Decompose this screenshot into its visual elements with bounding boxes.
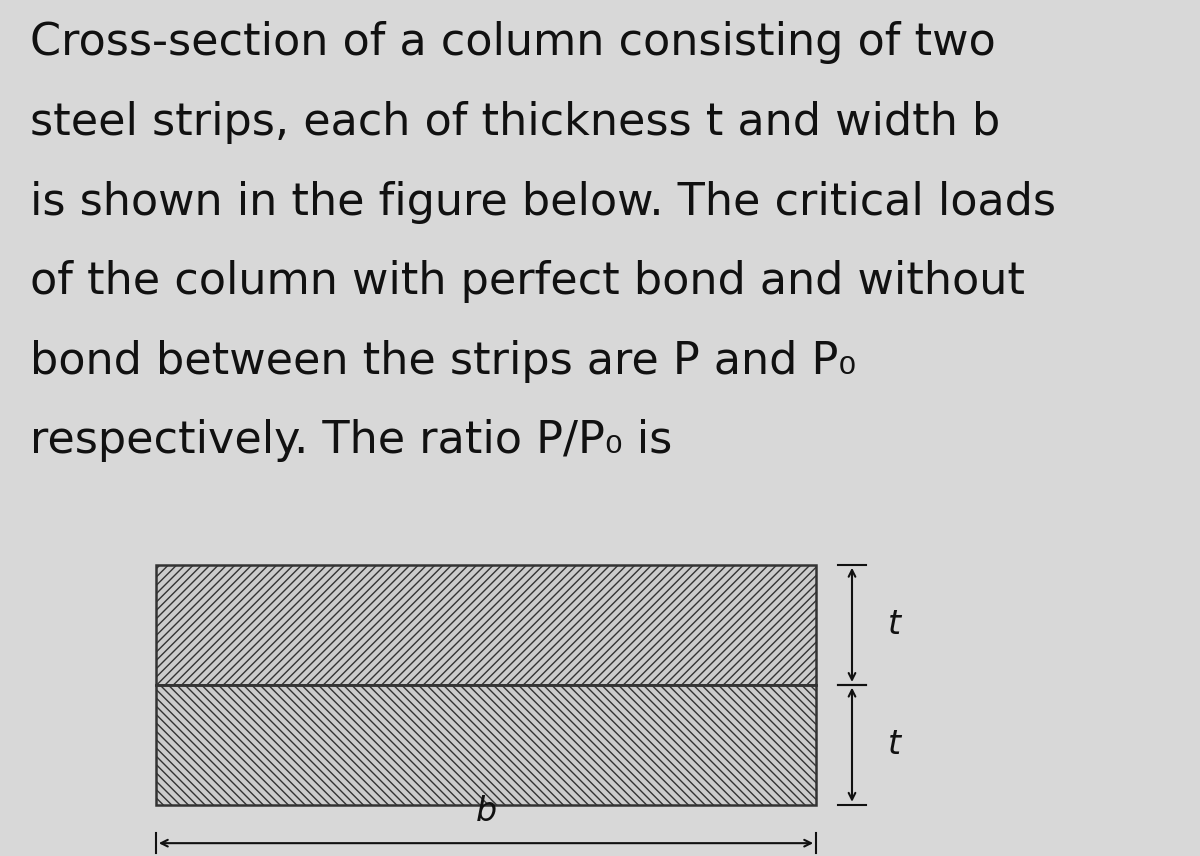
Text: is shown in the figure below. The critical loads: is shown in the figure below. The critic… <box>30 181 1056 223</box>
Text: respectively. The ratio P/P₀ is: respectively. The ratio P/P₀ is <box>30 419 672 462</box>
Text: b: b <box>475 794 497 828</box>
Text: bond between the strips are P and P₀: bond between the strips are P and P₀ <box>30 340 856 383</box>
Text: t: t <box>888 728 901 761</box>
Bar <box>156 685 816 805</box>
Text: Cross-section of a column consisting of two: Cross-section of a column consisting of … <box>30 21 996 64</box>
Text: of the column with perfect bond and without: of the column with perfect bond and with… <box>30 260 1025 303</box>
Text: steel strips, each of thickness t and width b: steel strips, each of thickness t and wi… <box>30 101 1001 144</box>
Bar <box>156 565 816 685</box>
Text: t: t <box>888 609 901 641</box>
